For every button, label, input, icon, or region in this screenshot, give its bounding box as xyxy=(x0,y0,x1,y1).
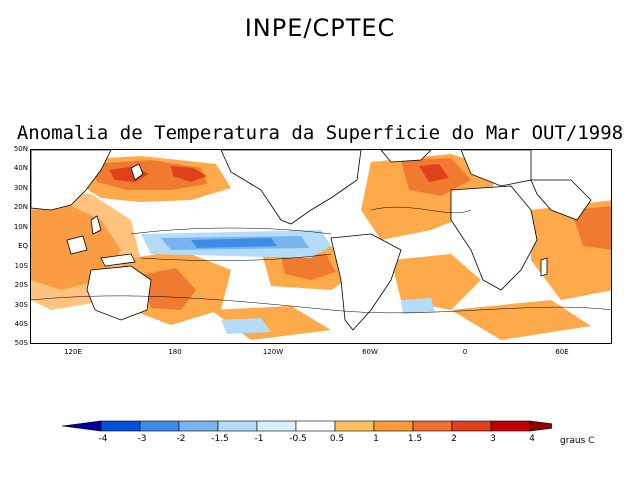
land-south-america xyxy=(330,233,402,331)
land-europe xyxy=(460,150,532,187)
legend-tick: -3 xyxy=(137,434,147,444)
legend-color-box xyxy=(217,420,258,432)
legend-colorbar xyxy=(62,420,552,432)
legend-tick: -2 xyxy=(176,434,186,444)
legend-tick: 1 xyxy=(373,434,379,444)
land-greenland xyxy=(380,150,432,163)
land-new-guinea xyxy=(100,253,136,267)
cool-patch-south xyxy=(221,318,271,334)
land-arabia-india xyxy=(530,179,592,221)
lon-label: 0 xyxy=(462,348,468,356)
legend-color-box xyxy=(373,420,414,432)
lon-label: 60W xyxy=(362,348,378,356)
legend-color-box xyxy=(412,420,453,432)
legend-color-box xyxy=(178,420,219,432)
legend-end-triangle-low xyxy=(62,420,102,432)
lat-label: 30N xyxy=(13,184,28,192)
cool-patch-equatorial-max xyxy=(191,238,277,248)
land-africa xyxy=(450,185,538,291)
legend-color-box xyxy=(295,420,336,432)
legend-tick: 0.5 xyxy=(329,434,345,444)
lat-label: 40N xyxy=(13,164,28,172)
land-asia xyxy=(31,150,112,211)
land-australia xyxy=(86,265,152,321)
lon-label: 180 xyxy=(168,348,182,356)
legend-tick: -0.5 xyxy=(289,434,307,444)
land-madagascar xyxy=(540,257,548,277)
lon-label: 120E xyxy=(64,348,82,356)
lat-label: EQ xyxy=(18,242,28,250)
legend-units: graus C xyxy=(560,436,595,446)
warm-patch-south-2 xyxy=(451,300,591,340)
sst-anomaly-map xyxy=(30,149,612,344)
lat-label: 10N xyxy=(13,223,28,231)
lon-label: 120W xyxy=(262,348,284,356)
warm-patch-n-atlantic-max xyxy=(419,164,449,182)
lat-label: 30S xyxy=(14,301,28,309)
legend-tick: 4 xyxy=(529,434,535,444)
legend-color-box xyxy=(100,420,141,432)
lat-label: 10S xyxy=(14,262,28,270)
contour-lines xyxy=(31,206,611,314)
legend-color-box xyxy=(139,420,180,432)
lat-label: 20S xyxy=(14,281,28,289)
cool-anomalies xyxy=(141,230,435,334)
map-title: Anomalia de Temperatura da Superficie do… xyxy=(16,122,624,144)
land-north-america xyxy=(220,150,362,225)
legend-color-box xyxy=(334,420,375,432)
warm-patch-sw-pacific-core xyxy=(141,268,196,310)
legend-tick: 3 xyxy=(490,434,496,444)
legend-color-box xyxy=(490,420,531,432)
lat-label: 40S xyxy=(14,320,28,328)
warm-patch-s-atlantic xyxy=(391,254,481,310)
legend-tick: 1.5 xyxy=(407,434,423,444)
land-philippines xyxy=(90,215,102,235)
cool-patch-south-2 xyxy=(401,298,435,314)
legend-tick: -4 xyxy=(98,434,108,444)
lon-label: 60E xyxy=(555,348,569,356)
legend-tick: 2 xyxy=(451,434,457,444)
land xyxy=(31,150,592,331)
legend-color-box xyxy=(451,420,492,432)
legend-color-box xyxy=(256,420,297,432)
land-japan xyxy=(130,163,144,181)
map-canvas xyxy=(31,150,611,340)
warm-patch-kuroshio-2 xyxy=(171,166,207,182)
legend-tick: -1.5 xyxy=(211,434,229,444)
lat-label: 20N xyxy=(13,203,28,211)
land-borneo xyxy=(66,235,88,255)
legend-tick: -1 xyxy=(254,434,264,444)
warm-patch-se-pacific-core xyxy=(281,254,336,280)
warm-patch-indian-core xyxy=(571,206,611,250)
header-title: INPE/CPTEC xyxy=(244,14,396,42)
lat-label: 50S xyxy=(14,339,28,347)
legend-end-triangle-high xyxy=(529,420,552,432)
lat-label: 50N xyxy=(13,145,28,153)
